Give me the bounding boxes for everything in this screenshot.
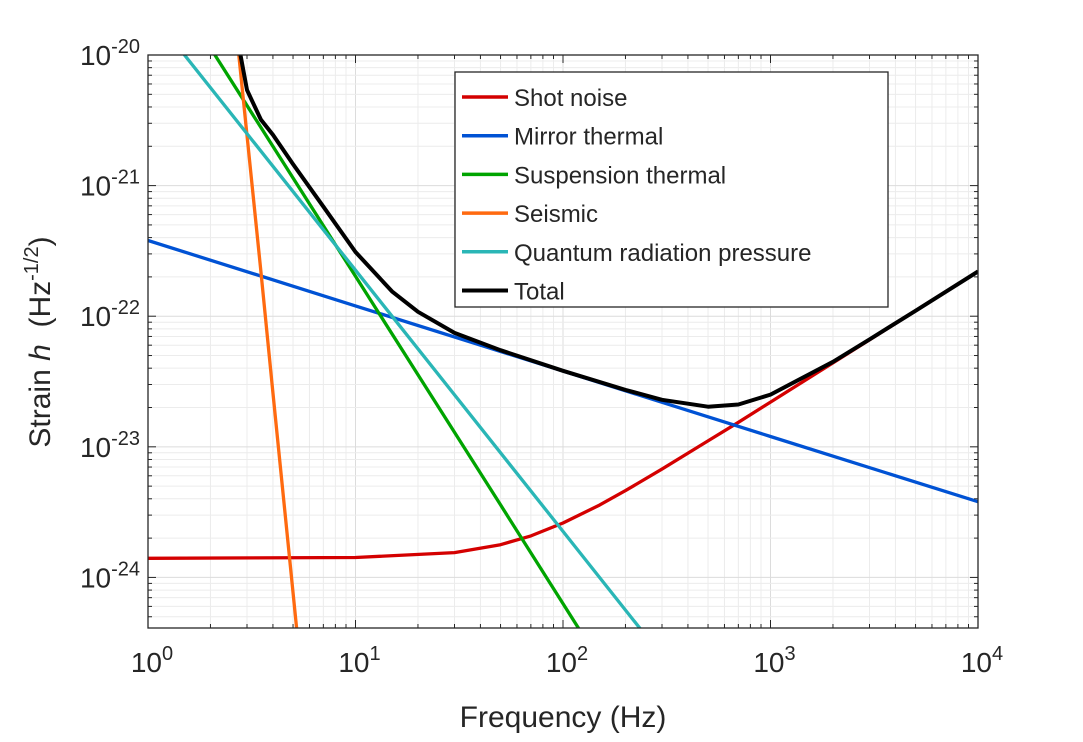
tick-base: 10 bbox=[80, 40, 111, 71]
y-tick-label: 10-23 bbox=[80, 428, 140, 463]
series-suspension-thermal-line bbox=[212, 55, 581, 628]
tick-exponent: 0 bbox=[162, 643, 173, 665]
tick-base: 10 bbox=[961, 647, 992, 678]
legend: Shot noise Mirror thermal Suspension therm… bbox=[454, 71, 889, 308]
tick-base: 10 bbox=[753, 647, 784, 678]
tick-base: 10 bbox=[546, 647, 577, 678]
series-total-line bbox=[238, 55, 978, 409]
y-tick-label: 10-24 bbox=[80, 558, 140, 593]
tick-exponent: -24 bbox=[111, 558, 140, 580]
y-tick-label: 10-20 bbox=[80, 36, 140, 71]
tick-base: 10 bbox=[80, 171, 111, 202]
legend-label-seismic: Seismic bbox=[514, 201, 598, 228]
tick-base: 10 bbox=[80, 432, 111, 463]
series-seismic-line bbox=[237, 55, 299, 628]
x-tick-label: 102 bbox=[546, 643, 588, 678]
tick-base: 10 bbox=[131, 647, 162, 678]
series-quantum-radiation-pressure-line bbox=[182, 55, 642, 628]
tick-base: 10 bbox=[80, 301, 111, 332]
x-tick-label: 103 bbox=[753, 643, 795, 678]
legend-label-suspension-thermal: Suspension thermal bbox=[514, 162, 726, 189]
tick-exponent: -22 bbox=[111, 297, 140, 319]
tick-exponent: -23 bbox=[111, 428, 140, 450]
tick-exponent: 1 bbox=[370, 643, 381, 665]
x-axis-label: Frequency (Hz) bbox=[460, 701, 667, 734]
axis-ticks bbox=[147, 55, 978, 628]
tick-exponent: 2 bbox=[577, 643, 588, 665]
tick-exponent: 4 bbox=[992, 643, 1003, 665]
series-group bbox=[148, 55, 978, 628]
x-tick-label: 101 bbox=[338, 643, 380, 678]
tick-base: 10 bbox=[338, 647, 369, 678]
legend-label-quantum-radiation-pressure: Quantum radiation pressure bbox=[514, 240, 812, 267]
y-tick-label: 10-22 bbox=[80, 297, 140, 332]
legend-label-total: Total bbox=[514, 279, 565, 306]
x-tick-label: 104 bbox=[961, 643, 1003, 678]
y-tick-label: 10-21 bbox=[80, 167, 140, 202]
legend-label-mirror-thermal: Mirror thermal bbox=[514, 124, 663, 151]
tick-exponent: -20 bbox=[111, 36, 140, 58]
legend-label-shot-noise: Shot noise bbox=[514, 85, 627, 112]
tick-base: 10 bbox=[80, 562, 111, 593]
y-axis-label: Strain h (Hz-1/2) bbox=[21, 236, 57, 447]
tick-exponent: 3 bbox=[785, 643, 796, 665]
tick-exponent: -21 bbox=[111, 167, 140, 189]
x-tick-label: 100 bbox=[131, 643, 173, 678]
